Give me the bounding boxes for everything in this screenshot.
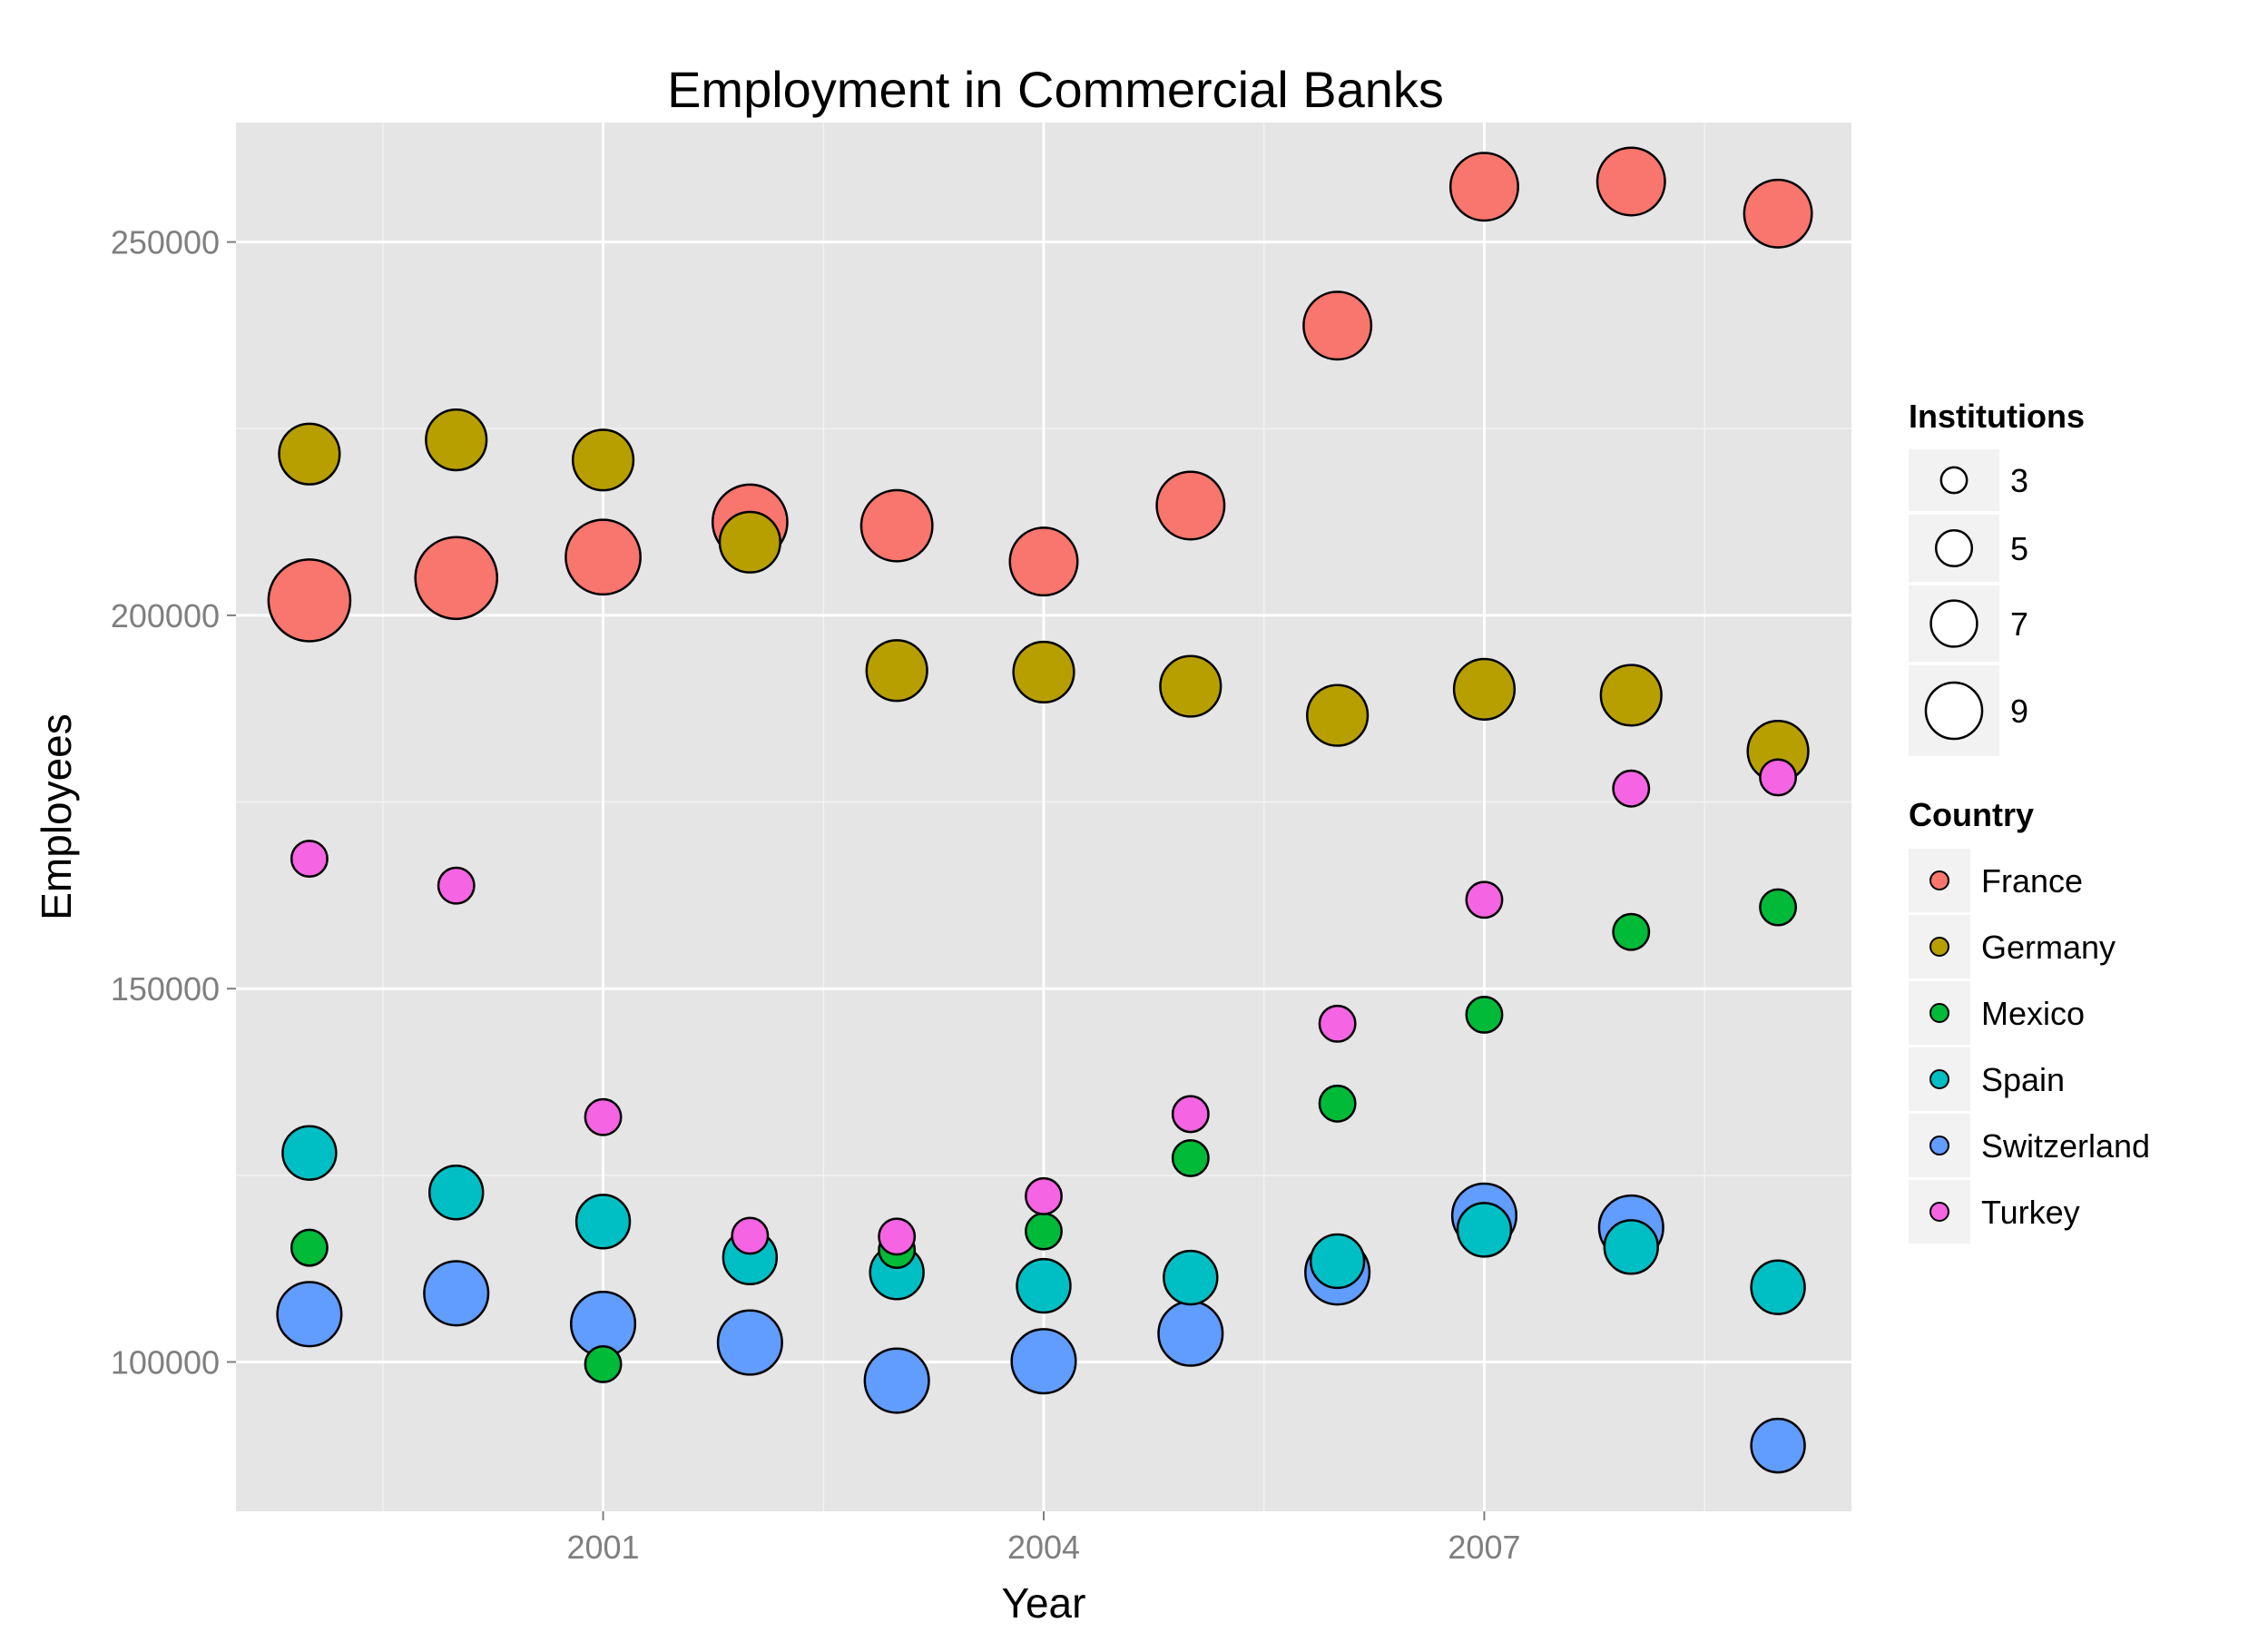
data-point-france — [1155, 470, 1226, 541]
data-point-mexico — [1612, 912, 1651, 951]
data-point-france — [1302, 290, 1373, 361]
size-legend-swatch — [1924, 681, 1984, 741]
chart-title: Employment in Commercial Banks — [667, 61, 1444, 118]
data-point-germany — [1306, 683, 1370, 747]
color-legend-swatch-turkey — [1929, 1202, 1949, 1222]
data-point-turkey — [1759, 758, 1798, 797]
data-point-spain — [1163, 1249, 1219, 1306]
color-legend-swatch-mexico — [1929, 1003, 1949, 1023]
data-point-spain — [1016, 1257, 1072, 1314]
color-legend-label: Turkey — [1981, 1194, 2080, 1231]
color-legend-swatch-spain — [1929, 1069, 1949, 1089]
data-point-france — [1743, 178, 1813, 249]
y-tick-label: 250000 — [111, 224, 220, 261]
data-point-france — [414, 536, 499, 621]
data-point-turkey — [437, 866, 476, 905]
size-legend-keys: 3 5 7 9 — [1909, 449, 2028, 756]
color-legend-title: Country — [1909, 796, 2034, 833]
data-point-germany — [1452, 657, 1517, 721]
y-axis: 100000 150000 200000 250000 — [111, 224, 236, 1381]
data-point-germany — [278, 422, 341, 486]
data-point-france — [1448, 152, 1519, 222]
data-point-switzerland — [1157, 1300, 1224, 1367]
data-point-switzerland — [863, 1347, 930, 1414]
x-axis-title: Year — [1002, 1579, 1086, 1627]
data-point-germany — [571, 428, 635, 492]
data-points — [267, 146, 1813, 1474]
data-point-turkey — [584, 1097, 623, 1136]
data-point-switzerland — [1750, 1417, 1806, 1474]
color-legend-keys: France Germany Mexico Spain Switzerland Turke… — [1909, 849, 2150, 1244]
color-legend-label: Germany — [1981, 929, 2116, 966]
color-legend-swatch-france — [1929, 870, 1949, 890]
y-tick-label: 150000 — [111, 970, 220, 1008]
color-legend-label: Spain — [1981, 1061, 2065, 1098]
data-point-mexico — [1025, 1212, 1063, 1251]
color-legend-swatch-germany — [1929, 937, 1949, 957]
y-axis-title: Employees — [33, 713, 80, 920]
size-legend-label: 3 — [2010, 462, 2028, 499]
data-point-spain — [1603, 1219, 1659, 1275]
color-legend-label: France — [1981, 862, 2083, 900]
data-point-spain — [1750, 1259, 1806, 1315]
data-point-spain — [1456, 1202, 1513, 1258]
color-legend-label: Mexico — [1981, 995, 2085, 1032]
data-point-turkey — [1318, 1004, 1357, 1043]
data-point-germany — [865, 639, 928, 703]
data-point-switzerland — [423, 1260, 490, 1327]
data-point-spain — [281, 1125, 338, 1181]
size-legend-label: 5 — [2010, 530, 2028, 567]
x-tick-label: 2001 — [566, 1529, 639, 1566]
x-axis: 2001 2004 2007 — [566, 1511, 1521, 1566]
size-legend: Institutions 3 5 7 9 — [1909, 398, 2085, 756]
data-point-france — [859, 488, 934, 563]
size-legend-swatch — [1934, 528, 1974, 568]
data-point-germany — [425, 408, 488, 472]
data-point-turkey — [290, 840, 329, 879]
size-legend-swatch — [1939, 466, 1969, 495]
color-legend-swatch-switzerland — [1929, 1136, 1949, 1155]
data-point-germany — [1159, 654, 1222, 718]
color-legend-label: Switzerland — [1981, 1127, 2150, 1165]
size-legend-label: 7 — [2010, 605, 2028, 643]
size-legend-label: 9 — [2010, 693, 2028, 730]
data-point-mexico — [290, 1228, 329, 1267]
data-point-france — [267, 558, 352, 643]
data-point-switzerland — [276, 1281, 343, 1348]
data-point-france — [1008, 526, 1079, 597]
data-point-spain — [428, 1165, 485, 1221]
data-point-switzerland — [716, 1309, 783, 1376]
data-point-switzerland — [1010, 1328, 1077, 1395]
data-point-turkey — [1171, 1095, 1210, 1134]
size-legend-swatch — [1929, 599, 1978, 648]
data-point-mexico — [1318, 1084, 1357, 1123]
data-point-germany — [718, 510, 781, 574]
data-point-france — [565, 518, 642, 596]
data-point-turkey — [1612, 769, 1651, 808]
data-point-mexico — [1171, 1138, 1210, 1177]
data-point-germany — [1012, 640, 1075, 704]
x-tick-label: 2007 — [1448, 1529, 1520, 1566]
data-point-turkey — [878, 1217, 917, 1256]
data-point-mexico — [584, 1345, 623, 1383]
data-point-turkey — [1465, 880, 1504, 919]
size-legend-title: Institutions — [1909, 398, 2085, 435]
x-tick-label: 2004 — [1007, 1529, 1080, 1566]
major-gridlines — [236, 123, 1851, 1511]
data-point-turkey — [731, 1216, 770, 1255]
y-tick-label: 100000 — [111, 1343, 220, 1381]
data-point-france — [1595, 146, 1666, 217]
color-legend: Country France Germany Mexico Spain Switzerl… — [1909, 796, 2150, 1244]
data-point-spain — [574, 1194, 632, 1250]
data-point-spain — [1309, 1233, 1366, 1290]
y-tick-label: 200000 — [111, 597, 220, 634]
data-point-germany — [1599, 664, 1663, 727]
data-point-mexico — [1465, 996, 1504, 1034]
data-point-turkey — [1025, 1176, 1063, 1215]
data-point-mexico — [1759, 888, 1798, 927]
